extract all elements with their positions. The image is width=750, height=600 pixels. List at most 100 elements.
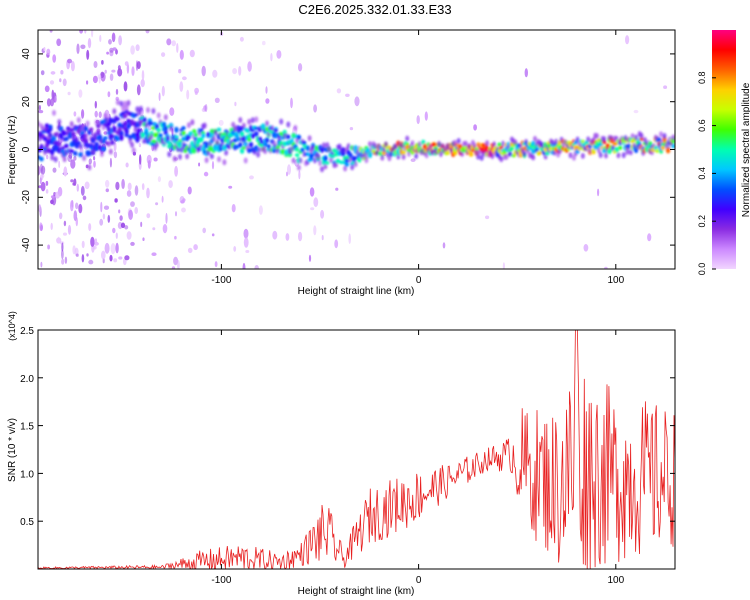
- noise-blob: [265, 86, 268, 94]
- noise-blob: [214, 261, 218, 268]
- noise-blob: [40, 70, 45, 76]
- band-blob: [110, 134, 115, 138]
- spectrogram-band: [38, 99, 675, 173]
- band-halo: [62, 156, 67, 163]
- noise-blob: [211, 233, 215, 237]
- band-halo: [119, 100, 124, 107]
- noise-blob: [109, 49, 114, 57]
- y-tick-label: 40: [21, 48, 32, 60]
- band-halo: [99, 151, 104, 157]
- noise-blob: [234, 101, 237, 107]
- noise-blob: [128, 209, 134, 220]
- band-halo: [602, 136, 607, 143]
- band-blob: [181, 126, 186, 130]
- noise-blob: [61, 242, 64, 252]
- band-halo: [513, 139, 518, 146]
- noise-blob: [81, 240, 85, 249]
- noise-blob: [173, 256, 179, 266]
- band-halo: [85, 120, 90, 127]
- colorbar-tick-label: 0.0: [697, 263, 707, 276]
- band-halo: [595, 133, 600, 139]
- band-halo: [428, 144, 433, 150]
- band-blob: [626, 143, 632, 150]
- noise-blob: [309, 187, 315, 197]
- noise-blob: [238, 66, 242, 76]
- band-halo: [474, 149, 479, 156]
- band-blob: [421, 139, 426, 146]
- noise-blob: [212, 69, 218, 78]
- noise-blob: [39, 223, 43, 232]
- noise-blob: [134, 185, 139, 196]
- colorbar-ticks: 0.0 0.2 0.4 0.6 0.8: [697, 72, 716, 276]
- noise-blob: [321, 235, 324, 241]
- noise-blob: [67, 58, 73, 64]
- band-blob: [64, 144, 69, 149]
- band-halo: [110, 139, 115, 146]
- band-halo: [76, 117, 81, 123]
- band-blob: [234, 144, 239, 150]
- noise-blob: [198, 162, 201, 167]
- noise-blob: [153, 157, 158, 162]
- band-halo: [410, 140, 415, 147]
- band-halo: [96, 128, 101, 135]
- band-halo: [71, 134, 76, 141]
- noise-blob: [270, 53, 273, 62]
- noise-blob: [99, 34, 102, 43]
- noise-blob: [148, 124, 152, 131]
- band-blob: [238, 142, 243, 148]
- noise-blob: [118, 256, 123, 260]
- noise-blob: [171, 266, 176, 269]
- band-halo: [492, 141, 497, 148]
- noise-blob: [120, 222, 126, 229]
- band-halo: [399, 142, 404, 149]
- noise-blob: [38, 204, 42, 213]
- band-blob: [291, 133, 296, 138]
- band-blob: [76, 128, 82, 134]
- noise-blob: [410, 158, 416, 162]
- noise-blob: [424, 111, 428, 121]
- band-halo: [69, 121, 74, 127]
- band-blob: [103, 136, 108, 140]
- band-halo: [211, 135, 216, 142]
- noise-blob: [247, 61, 252, 72]
- band-blob: [149, 121, 154, 126]
- noise-blob: [88, 223, 92, 232]
- band-blob: [314, 145, 319, 151]
- snr-xlabel: Height of straight line (km): [298, 586, 415, 597]
- noise-blob: [52, 54, 57, 63]
- band-blob: [284, 149, 289, 156]
- band-halo: [149, 133, 154, 140]
- noise-blob: [583, 244, 589, 252]
- band-halo: [52, 109, 56, 116]
- band-blob: [264, 137, 270, 144]
- noise-blob: [90, 236, 95, 247]
- noise-blob: [647, 233, 652, 242]
- band-blob: [73, 151, 78, 156]
- noise-blob: [290, 97, 293, 109]
- band-halo: [533, 135, 537, 142]
- band-halo: [130, 141, 135, 148]
- colorbar-tick-label: 0.4: [697, 167, 707, 180]
- band-blob: [115, 117, 121, 121]
- noise-blob: [633, 109, 639, 114]
- band-blob: [51, 135, 57, 140]
- noise-blob: [88, 158, 93, 165]
- band-blob: [112, 129, 117, 133]
- noise-blob: [103, 131, 108, 135]
- band-blob: [247, 137, 252, 142]
- band-blob: [293, 144, 298, 148]
- band-halo: [367, 141, 372, 148]
- noise-blob: [94, 100, 98, 109]
- noise-blob: [130, 241, 135, 246]
- colorbar-label: Normalized spectral amplitude: [741, 82, 750, 217]
- noise-blob: [86, 253, 89, 257]
- noise-blob: [100, 201, 103, 213]
- band-blob: [122, 113, 128, 119]
- band-halo: [105, 117, 110, 124]
- band-halo: [323, 163, 328, 170]
- band-blob: [144, 127, 149, 132]
- noise-blob: [61, 249, 64, 260]
- band-blob: [294, 153, 300, 157]
- noise-blob: [249, 175, 254, 180]
- band-blob: [154, 132, 160, 138]
